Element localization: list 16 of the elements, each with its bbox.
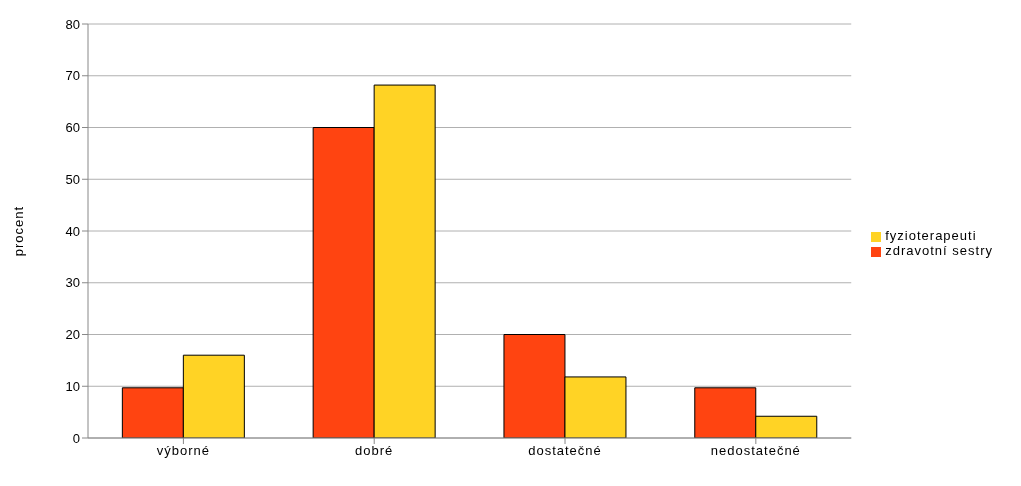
y-tick-label: 30 — [65, 275, 80, 291]
y-axis-title: procent — [10, 205, 26, 257]
y-tick-label: 50 — [65, 171, 80, 187]
y-tick-label: 70 — [65, 68, 80, 84]
y-tick-label: 40 — [65, 223, 80, 239]
y-tick-label: 80 — [65, 16, 80, 32]
y-tick-label: 0 — [72, 430, 80, 446]
x-tick-label: nedostatečné — [710, 443, 801, 459]
x-tick-label: dobré — [355, 443, 394, 459]
x-tick-label: výborné — [156, 443, 211, 459]
legend-label: fyzioterapeuti — [885, 228, 977, 243]
x-tick-label: dostatečné — [528, 443, 602, 459]
y-tick-label: 10 — [65, 378, 80, 394]
y-tick-label: 20 — [65, 327, 80, 343]
y-tick-label: 60 — [65, 120, 80, 136]
legend-label: zdravotní sestry — [885, 243, 993, 258]
